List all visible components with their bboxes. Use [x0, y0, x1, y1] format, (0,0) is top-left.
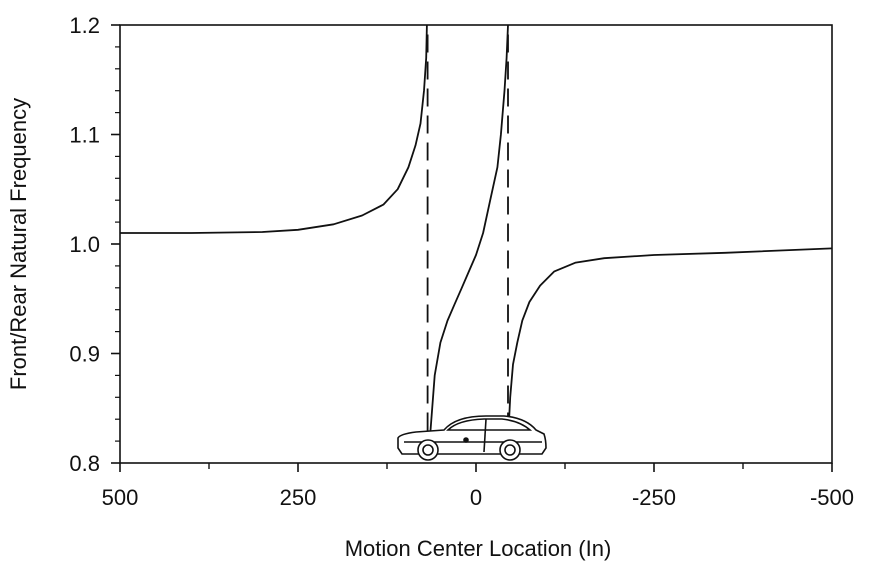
x-axis-ticks: 500 250 0 -250 -500 — [102, 463, 854, 510]
frequency-curve — [428, 24, 509, 442]
x-axis-label: Motion Center Location (In) — [345, 536, 612, 561]
y-tick-label: 0.9 — [69, 342, 100, 367]
car-front-hub — [422, 444, 434, 456]
car-window — [446, 418, 533, 431]
x-tick-label: 0 — [470, 485, 482, 510]
plot-frame — [119, 24, 833, 464]
frequency-curve — [507, 247, 833, 442]
series-layer — [120, 24, 833, 458]
x-tick-label: 250 — [280, 485, 317, 510]
x-tick-label: -250 — [632, 485, 676, 510]
y-axis-ticks: 0.8 0.9 1.0 1.1 1.2 — [69, 13, 120, 476]
y-tick-label: 1.1 — [69, 123, 100, 148]
y-axis-label: Front/Rear Natural Frequency — [6, 98, 31, 390]
x-tick-label: -500 — [810, 485, 854, 510]
car-door-line — [483, 418, 487, 453]
frequency-curve — [120, 24, 428, 234]
car-rear-hub — [504, 444, 516, 456]
y-tick-label: 0.8 — [69, 451, 100, 476]
car-illustration — [397, 415, 547, 461]
y-tick-label: 1.0 — [69, 232, 100, 257]
x-tick-label: 500 — [102, 485, 139, 510]
y-tick-label: 1.2 — [69, 13, 100, 38]
car-door-handle — [463, 437, 469, 443]
